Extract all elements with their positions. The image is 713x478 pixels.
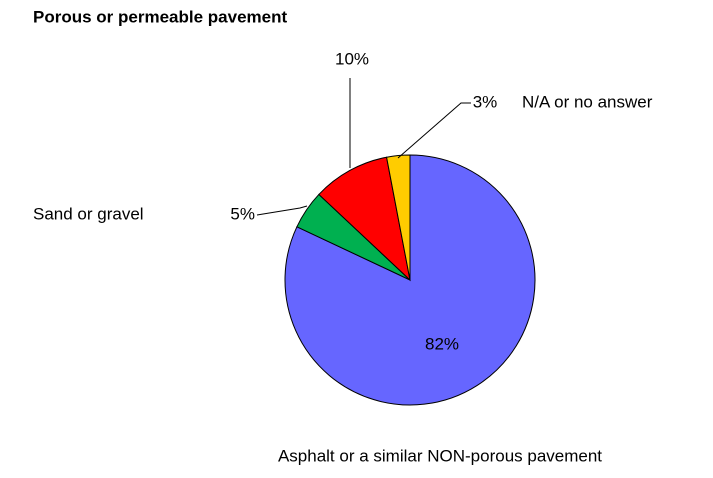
leader-line bbox=[256, 205, 308, 216]
data-label: 5% bbox=[230, 204, 255, 223]
leader-line bbox=[397, 102, 471, 159]
chart-title: Porous or permeable pavement bbox=[33, 7, 287, 26]
data-label: 3% bbox=[473, 92, 498, 111]
data-label: 10% bbox=[335, 49, 369, 68]
pie-slice bbox=[318, 156, 411, 282]
data-label: 82% bbox=[425, 334, 459, 353]
pie-slice bbox=[385, 154, 411, 281]
pie-slice bbox=[284, 154, 536, 406]
category-label: Asphalt or a similar NON-porous pavement bbox=[278, 446, 602, 465]
category-label: N/A or no answer bbox=[522, 92, 653, 111]
category-label: Sand or gravel bbox=[33, 204, 144, 223]
